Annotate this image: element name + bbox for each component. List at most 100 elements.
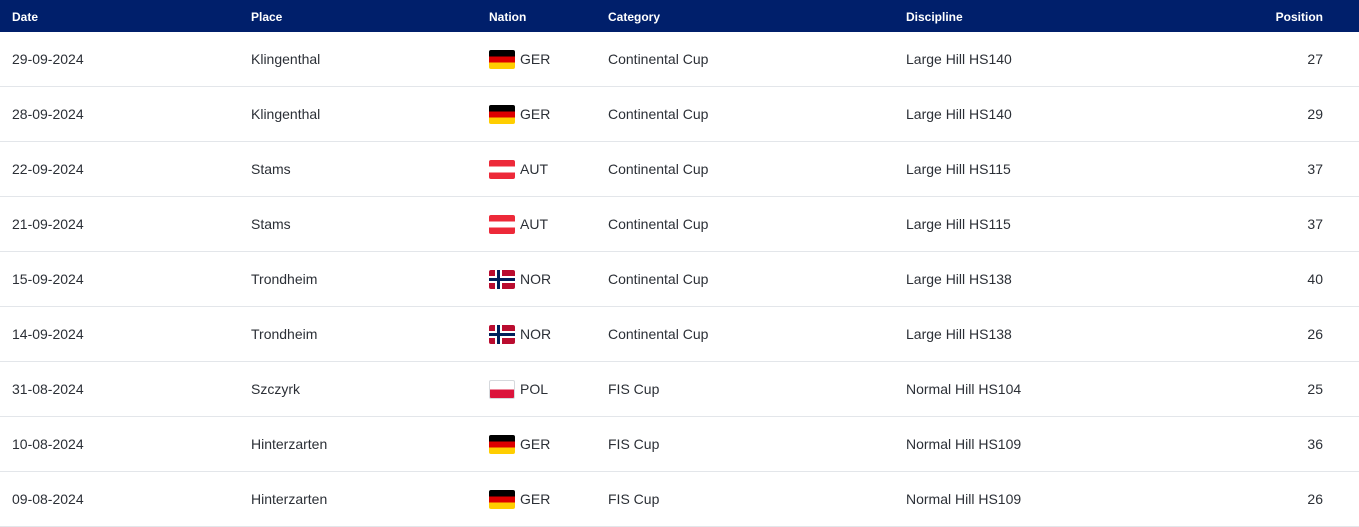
cell-position: 27 [1307, 51, 1323, 67]
row-cells: 22-09-2024 Stams AUT Continental Cup Lar… [0, 142, 1359, 196]
table-row[interactable]: 22-09-2024 Stams AUT Continental Cup Lar… [0, 142, 1359, 197]
nation-code: GER [520, 436, 551, 452]
cell-discipline: Normal Hill HS109 [906, 436, 1022, 452]
cell-date: 22-09-2024 [12, 161, 84, 177]
cell-position: 26 [1307, 326, 1323, 342]
row-cells: 09-08-2024 Hinterzarten GER FIS Cup Norm… [0, 472, 1359, 526]
cell-category: Continental Cup [608, 326, 709, 342]
table-row[interactable]: 10-08-2024 Hinterzarten GER FIS Cup Norm… [0, 417, 1359, 472]
ger-flag-icon [489, 49, 515, 69]
cell-category: Continental Cup [608, 161, 709, 177]
table-body: 29-09-2024 Klingenthal GER Continental C… [0, 32, 1359, 527]
ger-flag-icon [489, 434, 515, 454]
cell-position: 37 [1307, 216, 1323, 232]
cell-position: 25 [1307, 381, 1323, 397]
cell-place: Trondheim [251, 271, 318, 287]
row-cells: 21-09-2024 Stams AUT Continental Cup Lar… [0, 197, 1359, 251]
nor-flag-icon [489, 269, 515, 289]
nation-code: GER [520, 491, 551, 507]
cell-category: FIS Cup [608, 436, 660, 452]
cell-nation: AUT [489, 159, 548, 179]
cell-position: 29 [1307, 106, 1323, 122]
cell-place: Klingenthal [251, 106, 321, 122]
cell-category: FIS Cup [608, 491, 660, 507]
cell-date: 21-09-2024 [12, 216, 84, 232]
row-cells: 10-08-2024 Hinterzarten GER FIS Cup Norm… [0, 417, 1359, 471]
header-date[interactable]: Date [12, 9, 39, 24]
table-row[interactable]: 15-09-2024 Trondheim NOR Continental Cup… [0, 252, 1359, 307]
row-cells: 29-09-2024 Klingenthal GER Continental C… [0, 32, 1359, 86]
header-discipline[interactable]: Discipline [906, 9, 963, 24]
cell-date: 10-08-2024 [12, 436, 84, 452]
cell-place: Trondheim [251, 326, 318, 342]
cell-place: Klingenthal [251, 51, 321, 67]
cell-discipline: Large Hill HS138 [906, 271, 1012, 287]
cell-discipline: Large Hill HS138 [906, 326, 1012, 342]
table-row[interactable]: 31-08-2024 Szczyrk POL FIS Cup Normal Hi… [0, 362, 1359, 417]
nation-code: AUT [520, 161, 548, 177]
header-position[interactable]: Position [1275, 9, 1323, 24]
cell-position: 36 [1307, 436, 1323, 452]
cell-category: Continental Cup [608, 51, 709, 67]
cell-discipline: Large Hill HS115 [906, 216, 1011, 232]
cell-nation: GER [489, 489, 551, 509]
cell-place: Hinterzarten [251, 491, 328, 507]
cell-discipline: Normal Hill HS104 [906, 381, 1022, 397]
aut-flag-icon [489, 214, 515, 234]
cell-nation: GER [489, 104, 551, 124]
table-row[interactable]: 28-09-2024 Klingenthal GER Continental C… [0, 87, 1359, 142]
nation-code: NOR [520, 271, 552, 287]
row-cells: 31-08-2024 Szczyrk POL FIS Cup Normal Hi… [0, 362, 1359, 416]
cell-place: Szczyrk [251, 381, 300, 397]
cell-discipline: Large Hill HS115 [906, 161, 1011, 177]
nation-code: NOR [520, 326, 552, 342]
cell-date: 15-09-2024 [12, 271, 84, 287]
cell-nation: AUT [489, 214, 548, 234]
nation-code: AUT [520, 216, 548, 232]
cell-nation: GER [489, 434, 551, 454]
cell-date: 29-09-2024 [12, 51, 84, 67]
header-row: Date Place Nation Category Discipline Po… [0, 1, 1359, 32]
ger-flag-icon [489, 489, 515, 509]
nor-flag-icon [489, 324, 515, 344]
cell-place: Stams [251, 161, 291, 177]
cell-nation: POL [489, 379, 549, 399]
cell-position: 26 [1307, 491, 1323, 507]
table-row[interactable]: 21-09-2024 Stams AUT Continental Cup Lar… [0, 197, 1359, 252]
cell-nation: NOR [489, 269, 552, 289]
nation-code: GER [520, 51, 551, 67]
ger-flag-icon [489, 104, 515, 124]
nation-code: POL [520, 381, 549, 397]
header-category[interactable]: Category [608, 9, 661, 24]
table-header: Date Place Nation Category Discipline Po… [0, 0, 1359, 32]
header-nation[interactable]: Nation [489, 9, 527, 24]
cell-category: Continental Cup [608, 271, 709, 287]
row-cells: 28-09-2024 Klingenthal GER Continental C… [0, 87, 1359, 141]
cell-nation: NOR [489, 324, 552, 344]
cell-date: 09-08-2024 [12, 491, 84, 507]
aut-flag-icon [489, 159, 515, 179]
cell-nation: GER [489, 49, 551, 69]
cell-category: Continental Cup [608, 216, 709, 232]
cell-date: 28-09-2024 [12, 106, 84, 122]
row-cells: 15-09-2024 Trondheim NOR Continental Cup… [0, 252, 1359, 306]
cell-position: 40 [1307, 271, 1323, 287]
cell-category: Continental Cup [608, 106, 709, 122]
nation-code: GER [520, 106, 551, 122]
cell-place: Hinterzarten [251, 436, 328, 452]
pol-flag-icon [489, 379, 515, 399]
cell-discipline: Large Hill HS140 [906, 51, 1012, 67]
cell-discipline: Large Hill HS140 [906, 106, 1012, 122]
cell-position: 37 [1307, 161, 1323, 177]
cell-discipline: Normal Hill HS109 [906, 491, 1022, 507]
cell-date: 14-09-2024 [12, 326, 84, 342]
cell-date: 31-08-2024 [12, 381, 84, 397]
header-place[interactable]: Place [251, 9, 283, 24]
table-row[interactable]: 29-09-2024 Klingenthal GER Continental C… [0, 32, 1359, 87]
table-row[interactable]: 14-09-2024 Trondheim NOR Continental Cup… [0, 307, 1359, 362]
row-cells: 14-09-2024 Trondheim NOR Continental Cup… [0, 307, 1359, 361]
cell-place: Stams [251, 216, 291, 232]
cell-category: FIS Cup [608, 381, 660, 397]
table-row[interactable]: 09-08-2024 Hinterzarten GER FIS Cup Norm… [0, 472, 1359, 527]
